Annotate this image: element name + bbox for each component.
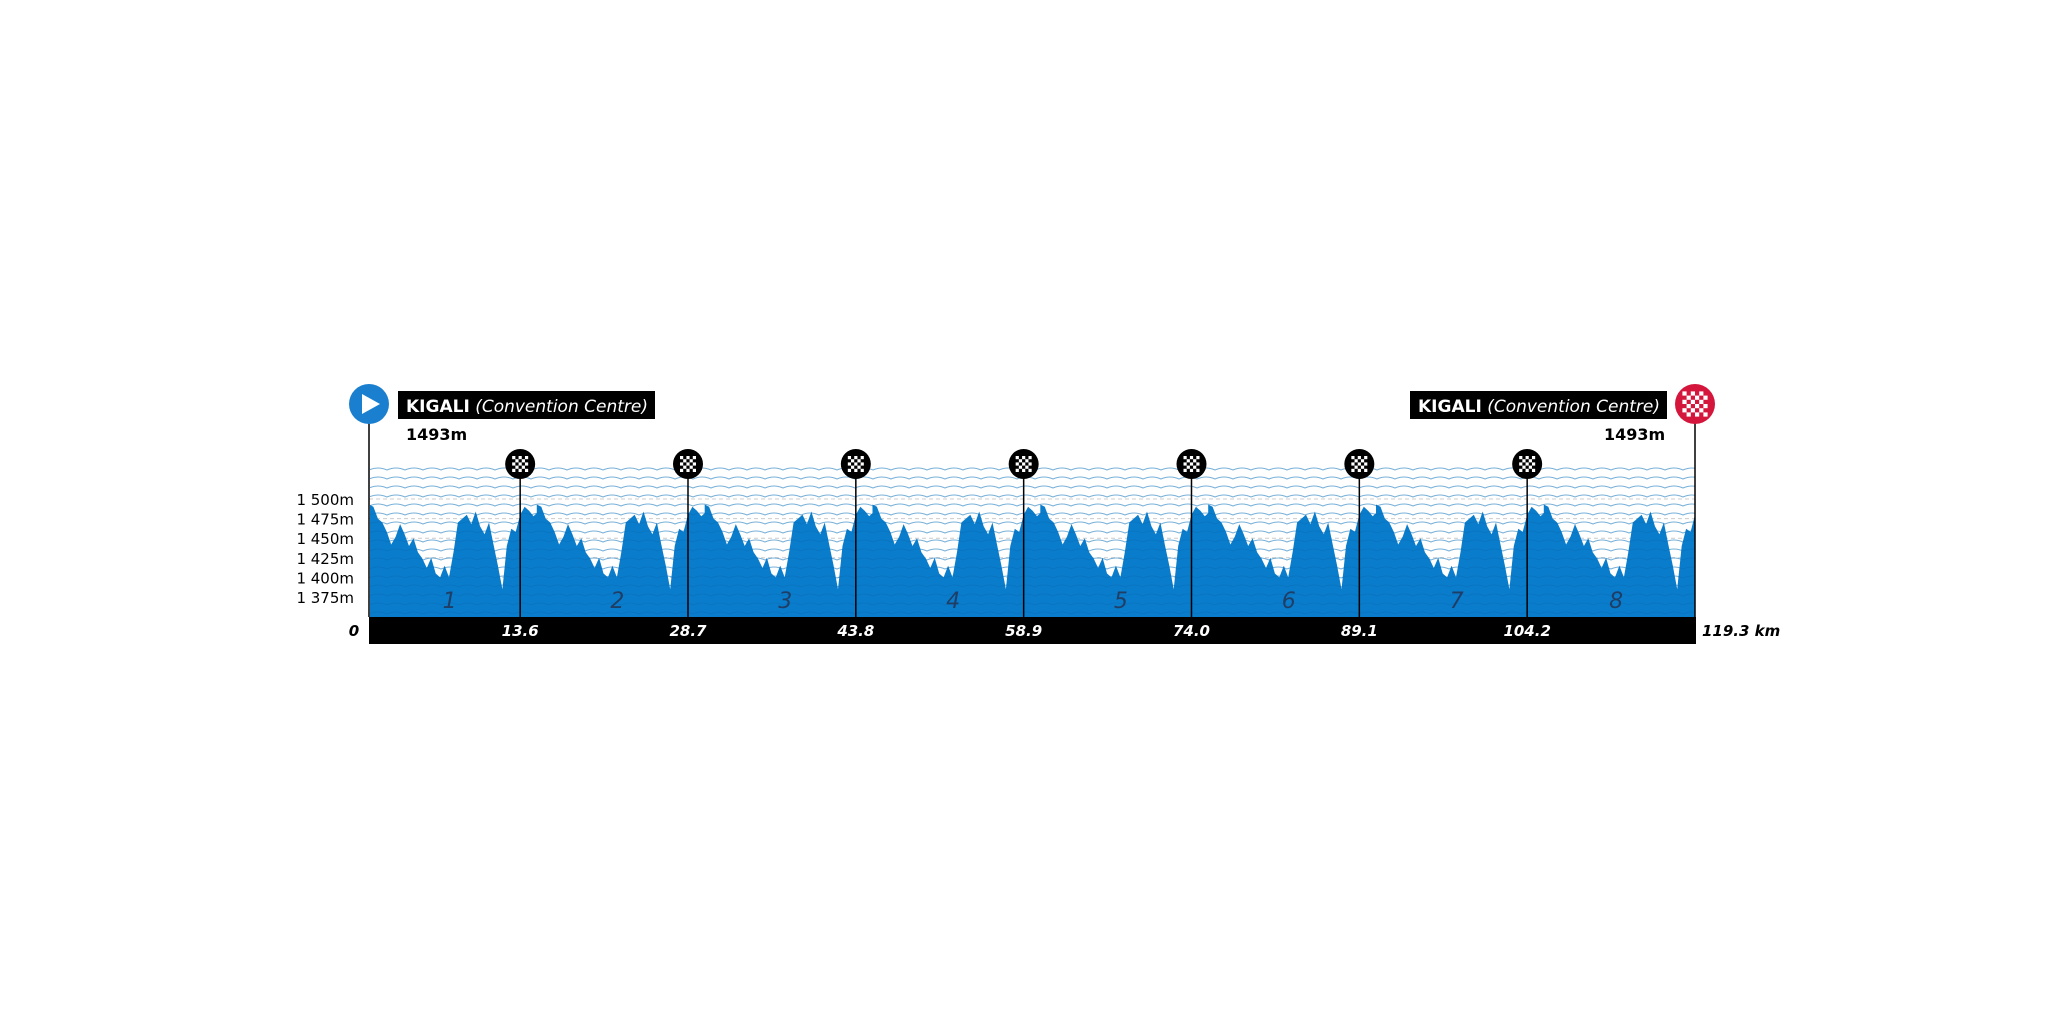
- distance-tick-label: 13.6: [502, 622, 539, 640]
- finish-place: (Convention Centre): [1487, 397, 1660, 417]
- distance-axis-bar: [369, 617, 1696, 644]
- texture-wave: [370, 512, 1695, 516]
- finish-elevation: 1493m: [1604, 425, 1665, 444]
- texture-wave: [370, 557, 1695, 561]
- distance-tick-label: 58.9: [1005, 622, 1042, 640]
- profile-texture: [370, 467, 1695, 615]
- lap-number: 3: [778, 589, 792, 614]
- distance-tick-labels: 0 13.6 28.7 43.8 58.9 74.0 89.1 104.2 119.3 km: [349, 622, 1781, 640]
- distance-tick-label: 43.8: [836, 622, 874, 640]
- lap-finish-marker: [672, 449, 703, 617]
- lap-finish-marker: [1344, 449, 1375, 617]
- texture-wave: [370, 548, 1695, 552]
- texture-wave: [370, 503, 1695, 507]
- svg-text:KIGALI (Conventi: KIGALI (Convention Centre): [1418, 397, 1660, 417]
- distance-tick-label: 74.0: [1173, 622, 1210, 640]
- texture-wave: [370, 602, 1695, 606]
- lap-finish-marker: [505, 449, 536, 617]
- distance-tick-label: 89.1: [1341, 622, 1378, 640]
- texture-wave: [370, 575, 1695, 579]
- texture-wave: [370, 476, 1695, 480]
- texture-wave: [370, 611, 1695, 615]
- lap-finish-marker: [840, 449, 871, 617]
- elevation-profile-area: [370, 504, 1695, 617]
- lap-finish-marker: [1512, 449, 1543, 617]
- lap-number: 7: [1450, 589, 1464, 614]
- distance-tick-label: 28.7: [669, 622, 707, 640]
- texture-wave: [370, 539, 1695, 543]
- finish-town: KIGALI: [1418, 397, 1482, 417]
- elevation-tick-label: 1 400m: [296, 569, 354, 587]
- lap-finish-markers: [505, 449, 1543, 617]
- texture-wave: [370, 485, 1695, 489]
- texture-wave: [370, 521, 1695, 525]
- elevation-tick-label: 1 375m: [296, 589, 354, 607]
- elevation-tick-label: 1 425m: [296, 550, 354, 568]
- lap-number: 2: [610, 589, 624, 614]
- distance-tick-label: 119.3 km: [1702, 622, 1780, 640]
- lap-number-labels: 1 2 3 4 5 6 7 8: [443, 589, 1624, 614]
- finish-checks-icon: [1682, 391, 1708, 417]
- texture-wave: [370, 530, 1695, 534]
- play-triangle-icon: [362, 394, 380, 414]
- start-marker: KIGALI (Convention Centre) 1493m: [349, 384, 655, 617]
- lap-number: 6: [1282, 589, 1296, 614]
- lap-finish-marker: [1176, 449, 1207, 617]
- lap-number: 1: [443, 589, 457, 614]
- start-elevation: 1493m: [406, 425, 467, 444]
- distance-tick-label: 104.2: [1503, 622, 1550, 640]
- texture-wave: [370, 494, 1695, 498]
- texture-wave: [370, 566, 1695, 570]
- lap-number: 4: [946, 589, 960, 614]
- elevation-tick-label: 1 475m: [296, 511, 354, 529]
- texture-wave: [370, 593, 1695, 597]
- start-town: KIGALI: [406, 397, 470, 417]
- svg-text:KIGALI (Conventi: KIGALI (Convention Centre): [406, 397, 648, 417]
- texture-wave: [370, 584, 1695, 588]
- lap-finish-marker: [1008, 449, 1039, 617]
- lap-number: 5: [1114, 589, 1128, 614]
- elevation-tick-label: 1 450m: [296, 530, 354, 548]
- start-place: (Convention Centre): [475, 397, 648, 417]
- elevation-tick-label: 1 500m: [296, 491, 354, 509]
- distance-tick-label: 0: [349, 622, 359, 640]
- finish-marker: KIGALI (Convention Centre) 1493m: [1410, 384, 1715, 617]
- lap-number: 8: [1609, 589, 1623, 614]
